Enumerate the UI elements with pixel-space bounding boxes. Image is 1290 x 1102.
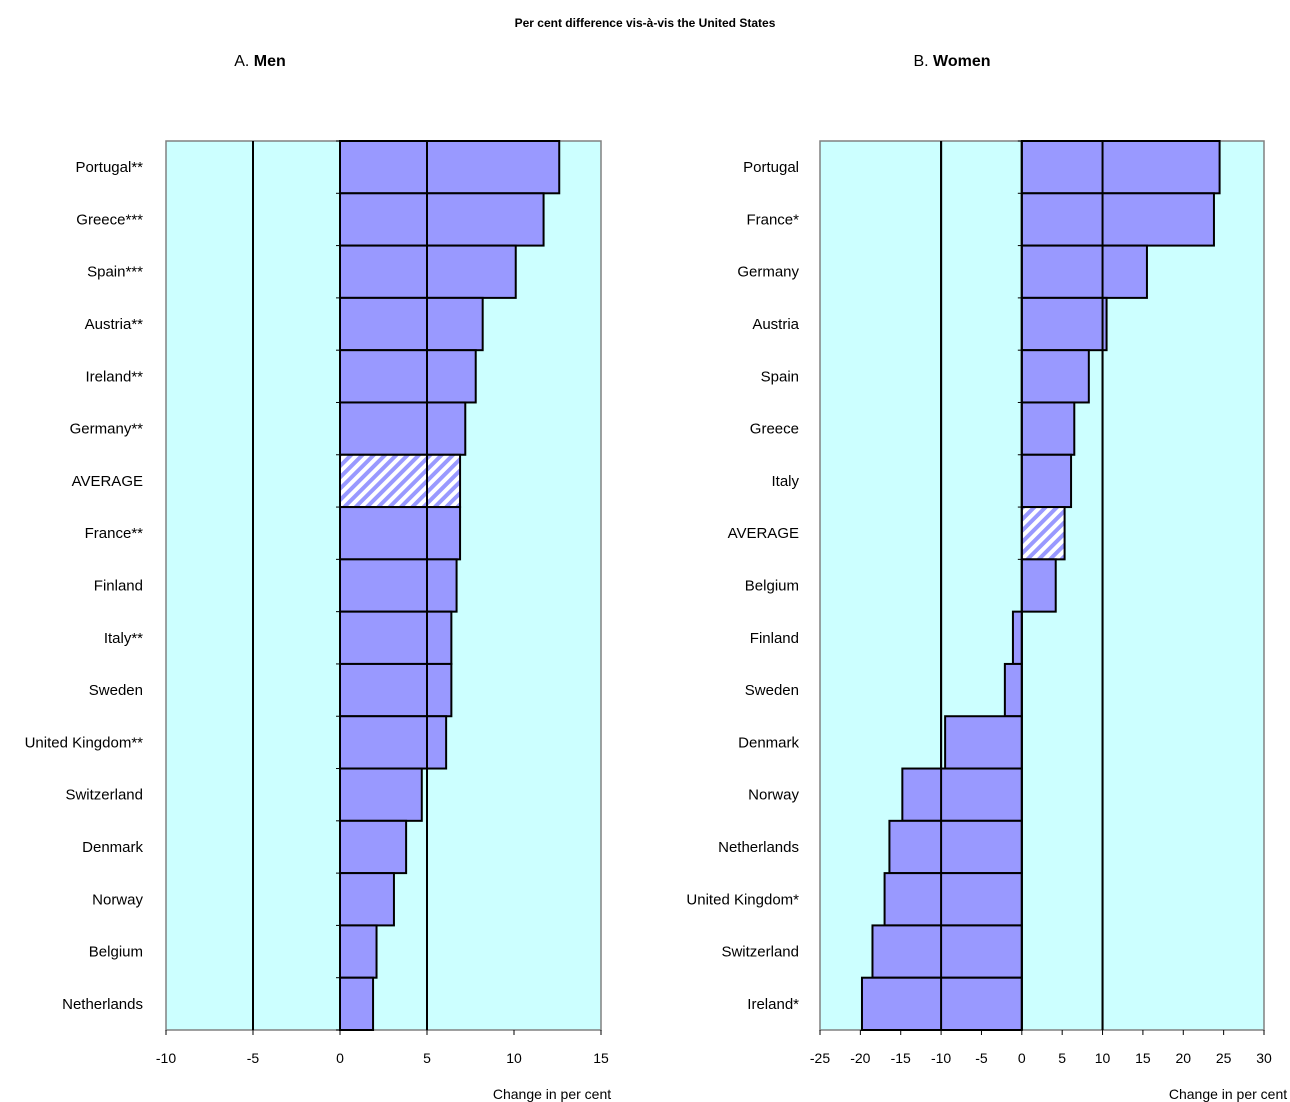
x-tick-label: 10 xyxy=(1095,1050,1111,1066)
category-label: Norway xyxy=(92,891,143,908)
x-tick-label: 25 xyxy=(1216,1050,1232,1066)
bar-average xyxy=(1020,506,1066,561)
bar xyxy=(339,140,561,195)
category-label: Portugal xyxy=(743,159,799,176)
category-label: Netherlands xyxy=(62,996,143,1013)
women-panel: Portugal France* Germany Austria Spain Greece… xyxy=(686,140,1287,1102)
x-tick-label: 0 xyxy=(336,1050,344,1066)
panel-a-title: A. Men xyxy=(110,53,410,71)
category-label: AVERAGE xyxy=(728,525,799,542)
category-label: Denmark xyxy=(82,839,143,856)
bar xyxy=(1003,662,1023,718)
panel-a-prefix: A. xyxy=(234,53,250,70)
bar xyxy=(1020,558,1057,613)
bar xyxy=(1011,610,1023,665)
category-label: Greece xyxy=(750,421,799,438)
category-label: Spain xyxy=(761,368,799,385)
category-label: Austria** xyxy=(85,316,144,333)
bar xyxy=(1020,296,1108,352)
x-tick-label: 15 xyxy=(1135,1050,1151,1066)
x-tick-label: -25 xyxy=(810,1050,830,1066)
panel-a-name: Men xyxy=(253,53,286,70)
bar xyxy=(339,662,453,718)
bar xyxy=(1020,349,1090,404)
category-label: Sweden xyxy=(745,682,799,699)
category-label: Norway xyxy=(748,787,799,804)
category-label: United Kingdom** xyxy=(25,734,144,751)
x-axis-label: Change in per cent xyxy=(1169,1086,1287,1102)
panel-b-title: B. Women xyxy=(802,53,1102,71)
bar xyxy=(871,924,1023,979)
x-tick-label: 20 xyxy=(1175,1050,1191,1066)
category-label: United Kingdom* xyxy=(686,891,799,908)
category-label: Switzerland xyxy=(721,944,799,961)
bar xyxy=(339,872,395,927)
category-label: Italy xyxy=(771,473,799,490)
x-tick-label: 5 xyxy=(1058,1050,1066,1066)
bar xyxy=(1020,401,1076,456)
x-tick-label: 15 xyxy=(593,1050,609,1066)
category-label: Portugal** xyxy=(75,159,143,176)
category-label: Greece*** xyxy=(76,211,143,228)
bar xyxy=(339,819,408,875)
x-tick-label: 5 xyxy=(423,1050,431,1066)
bar xyxy=(339,558,458,613)
bar xyxy=(339,924,378,979)
category-label: Spain*** xyxy=(87,264,143,281)
x-tick-label: -5 xyxy=(247,1050,260,1066)
category-label: Finland xyxy=(94,578,143,595)
x-tick-label: 30 xyxy=(1256,1050,1272,1066)
x-tick-label: -15 xyxy=(891,1050,911,1066)
bar xyxy=(901,767,1023,822)
panel-b-name: Women xyxy=(933,53,991,70)
bar xyxy=(339,192,545,247)
bar xyxy=(339,715,448,770)
x-tick-label: -5 xyxy=(975,1050,988,1066)
panel-b-prefix: B. xyxy=(913,53,929,70)
category-label: France* xyxy=(746,211,799,228)
bar xyxy=(1020,244,1148,299)
bar xyxy=(339,506,462,561)
category-label: Ireland** xyxy=(85,368,143,385)
category-label: Netherlands xyxy=(718,839,799,856)
x-axis-label: Change in per cent xyxy=(493,1086,611,1102)
category-label: Sweden xyxy=(89,682,143,699)
category-label: Germany** xyxy=(70,421,144,438)
bar xyxy=(339,401,467,456)
bar xyxy=(339,296,484,352)
category-label: Austria xyxy=(752,316,799,333)
bar xyxy=(944,715,1023,770)
bar xyxy=(888,819,1023,875)
category-label: Ireland* xyxy=(747,996,799,1013)
bar xyxy=(339,610,453,665)
category-label: Denmark xyxy=(738,734,799,751)
bar xyxy=(1020,192,1215,247)
x-tick-label: 10 xyxy=(506,1050,522,1066)
bar xyxy=(339,349,477,404)
men-panel: Portugal** Greece*** Spain*** Austria** Irel… xyxy=(25,140,611,1102)
bar xyxy=(339,976,375,1031)
x-tick-label: -20 xyxy=(850,1050,870,1066)
category-label: Belgium xyxy=(89,944,143,961)
bar-average xyxy=(339,453,462,509)
category-label: Switzerland xyxy=(65,787,143,804)
bar xyxy=(1020,140,1221,195)
category-label: Italy** xyxy=(104,630,143,647)
category-label: AVERAGE xyxy=(72,473,143,490)
category-label: Germany xyxy=(737,264,799,281)
category-label: Belgium xyxy=(745,578,799,595)
x-tick-label: -10 xyxy=(156,1050,176,1066)
x-tick-label: 0 xyxy=(1018,1050,1026,1066)
category-label: France** xyxy=(85,525,144,542)
x-tick-label: -10 xyxy=(931,1050,951,1066)
chart-title: Per cent difference vis-à-vis the United… xyxy=(514,16,776,30)
category-label: Finland xyxy=(750,630,799,647)
bar xyxy=(1020,453,1073,509)
bar xyxy=(883,872,1023,927)
bar xyxy=(339,767,423,822)
